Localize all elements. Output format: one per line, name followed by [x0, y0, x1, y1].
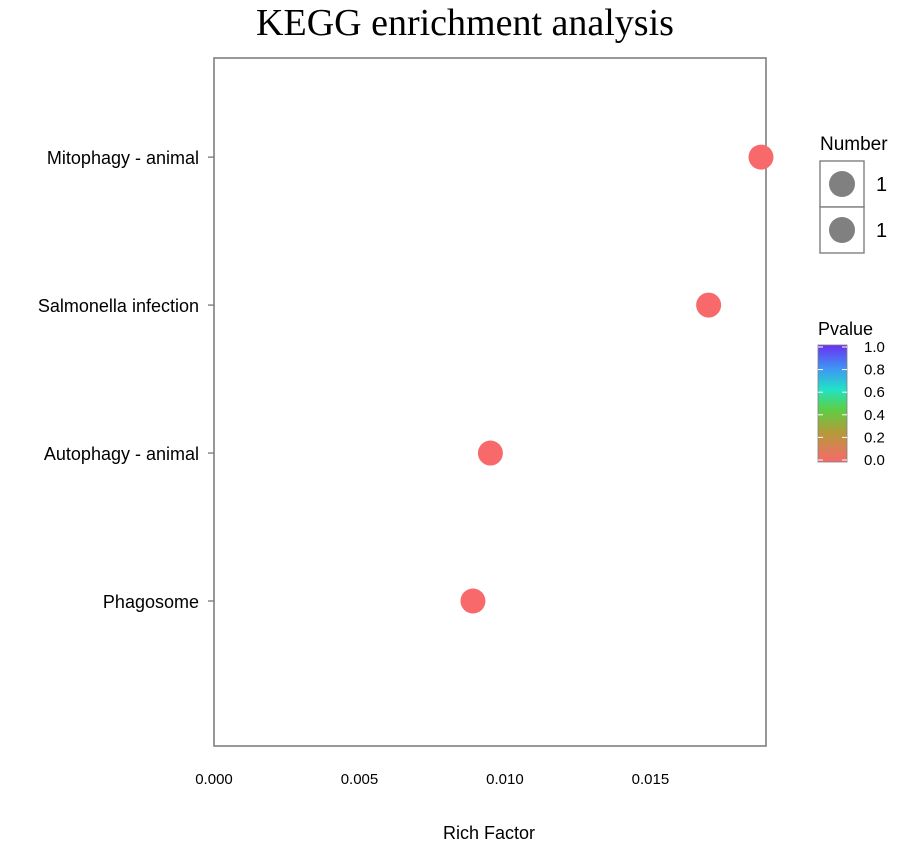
x-tick-label: 0.005 [341, 771, 379, 788]
y-tick-label: Salmonella infection [38, 296, 199, 316]
pvalue-legend: Pvalue 1.0 0.8 0.6 0.4 0.2 0.0 [817, 319, 885, 469]
pvalue-tick-label: 1.0 [864, 339, 885, 356]
pvalue-tick-label: 0.8 [864, 362, 885, 379]
data-point [748, 144, 774, 170]
y-tick-label: Mitophagy - animal [47, 148, 199, 168]
x-tick-label: 0.010 [486, 771, 524, 788]
x-tick-label: 0.015 [632, 771, 670, 788]
x-tick-label: 0.000 [195, 771, 233, 788]
x-axis: 0.000 0.005 0.010 0.015 [195, 771, 669, 788]
y-tick-label: Phagosome [103, 592, 199, 612]
size-legend-key-1 [829, 171, 855, 197]
x-axis-label: Rich Factor [443, 823, 535, 843]
size-legend-label-1: 1 [876, 174, 887, 196]
size-legend-label-2: 1 [876, 220, 887, 242]
pvalue-tick-label: 0.4 [864, 407, 885, 424]
chart-title: KEGG enrichment analysis [256, 2, 674, 44]
size-legend: Number 1 1 [819, 134, 888, 254]
y-tick-label: Autophagy - animal [44, 444, 199, 464]
pvalue-tick-label: 0.2 [864, 429, 885, 446]
pvalue-tick-label: 0.6 [864, 384, 885, 401]
plot-panel [213, 57, 767, 747]
data-points [460, 144, 774, 614]
data-point [460, 588, 486, 614]
pvalue-colorbar [817, 344, 848, 463]
pvalue-tick-label: 0.0 [864, 452, 885, 469]
data-point [696, 292, 722, 318]
pvalue-legend-title: Pvalue [818, 319, 873, 339]
y-axis: Phagosome Autophagy - animal Salmonella in… [38, 148, 214, 612]
size-legend-key-2 [829, 217, 855, 243]
size-legend-title: Number [820, 134, 888, 155]
data-point [477, 440, 503, 466]
